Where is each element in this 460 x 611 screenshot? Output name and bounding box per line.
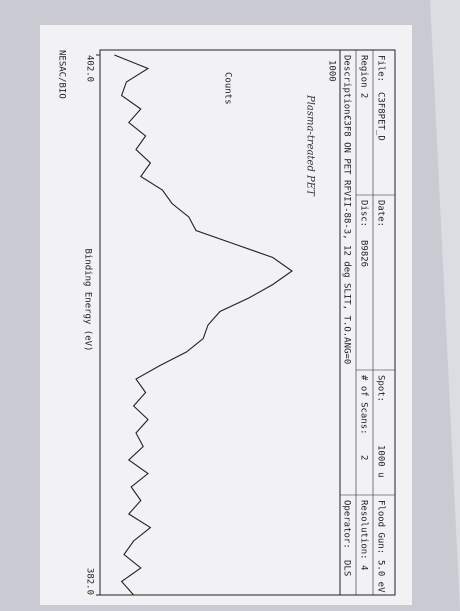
spectrum-line	[114, 54, 293, 596]
header-cell: Flood Gun:	[376, 500, 386, 554]
header-cell: Region 2	[359, 55, 369, 98]
y-tick-label: 1000	[327, 60, 337, 82]
x-tick-label: 402.0	[85, 55, 95, 82]
header-cell: Spot:	[376, 375, 386, 402]
header-cell: C3F8PET_D	[376, 92, 386, 141]
paper	[40, 25, 412, 605]
header-cell: File:	[376, 55, 386, 82]
header-cell: 4	[359, 565, 369, 570]
header-cell: Date:	[376, 200, 386, 227]
header-cell: 5.0 eV	[376, 560, 386, 593]
header-cell: Resolution:	[359, 500, 369, 560]
x-axis-label: Binding Energy (eV)	[83, 249, 93, 352]
footer: NESAC/BIO	[57, 50, 67, 99]
header-cell: 1000 u	[376, 445, 386, 478]
y-axis-label: Counts	[223, 72, 233, 105]
header-cell: Description:	[342, 55, 352, 120]
header-cell: Operator:	[342, 500, 352, 549]
header-cell: Disc:	[359, 200, 369, 227]
rotated-page: Plasma-treated PET Counts Binding Energy…	[57, 49, 396, 596]
header-cell: DLS	[342, 560, 352, 576]
x-tick-label: 382.0	[85, 568, 95, 595]
header-cell: # of Scans:	[359, 375, 369, 435]
header-cell: C3F8 ON PET RFVII-88-3, 12 deg SLIT, T.O…	[342, 115, 352, 364]
annotation: Plasma-treated PET	[305, 94, 316, 197]
header-cell: 2	[359, 455, 369, 460]
header-cell: B9826	[359, 240, 369, 267]
frame	[99, 49, 396, 596]
